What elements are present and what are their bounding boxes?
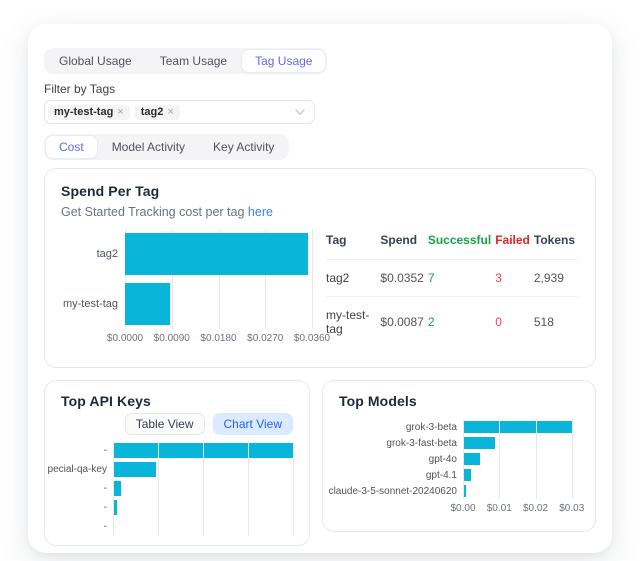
cell-tokens: 518	[533, 296, 579, 347]
view-tabbar: Cost Model Activity Key Activity	[44, 134, 290, 160]
x-tick: $0.0270	[247, 333, 284, 344]
bar-label: -	[103, 502, 107, 513]
spend-per-tag-title: Spend Per Tag	[61, 183, 160, 199]
bar-label: grok-3-beta	[405, 421, 457, 433]
tab-model-activity[interactable]: Model Activity	[111, 140, 186, 154]
tab-tag-usage[interactable]: Tag Usage	[242, 50, 326, 72]
tab-team-usage[interactable]: Team Usage	[159, 54, 228, 68]
top-api-keys-chart: - pecial-qa-key - - -	[47, 441, 294, 536]
bar-label: my-test-tag	[62, 298, 118, 310]
spend-per-tag-subtitle: Get Started Tracking cost per tag here	[61, 205, 579, 219]
bar	[463, 453, 481, 465]
tab-cost[interactable]: Cost	[46, 136, 97, 158]
x-tick: $0.0180	[200, 333, 237, 344]
filter-by-tags-label: Filter by Tags	[44, 82, 116, 96]
cell-failed: 3	[495, 259, 534, 297]
bar	[463, 469, 471, 481]
bar-label: gpt-4o	[428, 453, 457, 465]
cell-successful: 2	[427, 296, 496, 347]
spend-per-tag-chart: tag2 my-test-tag	[61, 229, 330, 347]
cell-tokens: 2,939	[533, 259, 579, 297]
bottom-cards-row: Top API Keys Table View Chart View - pec…	[44, 380, 596, 546]
col-tag: Tag	[326, 233, 347, 247]
usage-tabbar: Global Usage Team Usage Tag Usage	[44, 48, 328, 74]
bar-label: -	[103, 521, 107, 532]
tag-chip-label: my-test-tag	[54, 105, 114, 118]
x-tick: $0.03	[559, 503, 585, 514]
x-axis-ticks: $0.0000 $0.0090 $0.0180 $0.0270 $0.0360	[107, 329, 330, 345]
col-spend: Spend	[380, 233, 418, 247]
chevron-down-icon[interactable]	[294, 106, 306, 118]
bar	[463, 421, 572, 433]
subtitle-text: Get Started Tracking cost per tag	[61, 205, 245, 219]
bar	[463, 437, 496, 449]
col-tokens: Tokens	[533, 233, 575, 247]
bar	[463, 485, 466, 497]
tab-global-usage[interactable]: Global Usage	[59, 54, 132, 68]
tag-chip-label: tag2	[140, 105, 164, 118]
cell-failed: 0	[495, 296, 534, 347]
here-link[interactable]: here	[247, 205, 273, 219]
tag-chip-my-test-tag: my-test-tag ×	[48, 104, 130, 120]
table-row: my-test-tag $0.0087 2 0 518	[326, 296, 579, 347]
bar-my-test-tag	[125, 283, 171, 325]
chart-row: tag2	[61, 229, 313, 279]
col-successful: Successful	[427, 233, 492, 247]
tag-filter-select[interactable]: my-test-tag × tag2 ×	[44, 100, 315, 124]
x-tick: $0.0360	[293, 333, 331, 344]
bar-label: grok-3-fast-beta	[386, 437, 457, 449]
top-api-keys-title: Top API Keys	[61, 393, 151, 409]
cell-spend: $0.0352	[380, 259, 428, 297]
bar-tag2	[125, 233, 308, 275]
chart-view-button[interactable]: Chart View	[212, 413, 293, 435]
top-models-title: Top Models	[339, 393, 417, 409]
tab-key-activity[interactable]: Key Activity	[213, 140, 275, 154]
table-row: tag2 $0.0352 7 3 2,939	[326, 259, 579, 297]
spend-table: Tag Spend Successful Failed Tokens tag2 …	[326, 229, 579, 347]
x-tick: $0.02	[522, 503, 549, 514]
x-tick: $0.0000	[106, 333, 144, 344]
spend-card-body: tag2 my-test-tag	[61, 229, 579, 347]
main-panel: Global Usage Team Usage Tag Usage Filter…	[28, 24, 612, 553]
bar-label: -	[103, 445, 107, 456]
table-header-row: Tag Spend Successful Failed Tokens	[326, 229, 579, 260]
bar-label: pecial-qa-key	[47, 464, 107, 475]
plot-area	[125, 229, 313, 279]
bar	[113, 500, 117, 515]
x-axis-ticks: $0.00 $0.01 $0.02 $0.03	[450, 499, 584, 514]
cell-spend: $0.0087	[380, 296, 428, 347]
x-tick: $0.0090	[153, 333, 190, 344]
bar	[113, 462, 157, 477]
bar-label: gpt-4.1	[425, 469, 457, 481]
remove-tag-icon[interactable]: ×	[117, 105, 124, 118]
top-models-chart: grok-3-beta grok-3-fast-beta gpt-4o gpt-…	[328, 419, 584, 514]
table-view-button[interactable]: Table View	[124, 413, 205, 435]
x-tick: $0.01	[486, 503, 512, 514]
remove-tag-icon[interactable]: ×	[167, 105, 174, 118]
col-failed: Failed	[495, 233, 530, 247]
x-tick: $0.00	[450, 503, 476, 514]
spend-per-tag-card: Spend Per Tag Get Started Tracking cost …	[44, 168, 596, 368]
bar-label: tag2	[96, 248, 118, 260]
plot-area	[125, 279, 313, 329]
cell-tag: tag2	[326, 259, 381, 297]
top-api-keys-card: Top API Keys Table View Chart View - pec…	[44, 380, 310, 546]
bar	[113, 481, 122, 496]
bar-label: claude-3-5-sonnet-20240620	[328, 485, 457, 497]
chart-row: my-test-tag	[61, 279, 313, 329]
cell-tag: my-test-tag	[326, 296, 381, 347]
bar-label: -	[103, 483, 107, 494]
tag-chip-tag2: tag2 ×	[134, 104, 180, 120]
view-toggle: Table View Chart View	[61, 413, 293, 435]
top-models-card: Top Models grok-3-beta grok-3-fast-beta …	[322, 380, 596, 532]
cell-successful: 7	[427, 259, 496, 297]
